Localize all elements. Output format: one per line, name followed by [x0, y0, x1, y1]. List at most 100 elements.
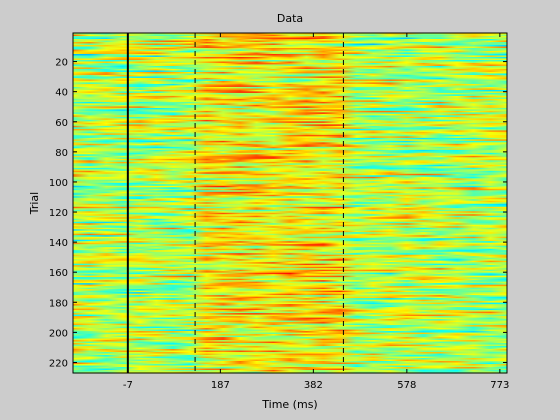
heatmap-row [73, 191, 507, 194]
heatmap-row [73, 257, 507, 260]
heatmap-row [73, 154, 507, 157]
heatmap-row [73, 313, 507, 316]
heatmap-row [73, 292, 507, 295]
x-tick-label: 382 [304, 380, 323, 391]
heatmap-row [73, 337, 507, 340]
plot-area [72, 32, 508, 374]
heatmap-row [73, 61, 507, 64]
heatmap-row [73, 367, 507, 370]
heatmap-row [73, 283, 507, 286]
heatmap-row [73, 299, 507, 302]
heatmap-row [73, 50, 507, 54]
heatmap-row [73, 250, 507, 253]
heatmap-row [73, 344, 507, 347]
heatmap-row [73, 343, 507, 346]
heatmap-row [73, 41, 507, 45]
heatmap-row [73, 361, 507, 364]
heatmap-row [73, 95, 507, 99]
heatmap-row [73, 127, 507, 130]
heatmap-row [73, 248, 507, 251]
heatmap-rows [73, 33, 507, 374]
heatmap-row [73, 122, 507, 125]
y-tick-label: 180 [49, 298, 68, 309]
heatmap-row [73, 134, 507, 137]
heatmap-row [73, 302, 507, 305]
heatmap-row [73, 86, 507, 90]
heatmap-row [73, 36, 507, 39]
heatmap-row [73, 206, 507, 209]
heatmap-row [73, 190, 507, 193]
heatmap-row [73, 146, 507, 149]
heatmap-row [73, 179, 507, 182]
heatmap-row [73, 328, 507, 331]
heatmap-row [73, 275, 507, 278]
heatmap-row [73, 92, 507, 96]
heatmap-row [73, 181, 507, 184]
heatmap-row [73, 100, 507, 103]
heatmap-row [73, 124, 507, 127]
heatmap-row [73, 349, 507, 352]
heatmap-row [73, 305, 507, 308]
y-axis-ticks: 20 40 60 80 100 120 140 160 180 200 220 [49, 58, 507, 369]
y-tick-label: 200 [49, 328, 68, 339]
heatmap-row [73, 47, 507, 51]
heatmap-row [73, 244, 507, 247]
heatmap-row [73, 74, 507, 78]
heatmap-row [73, 173, 507, 176]
heatmap-row [73, 301, 507, 304]
heatmap-row [73, 131, 507, 134]
heatmap-row [73, 65, 507, 69]
heatmap-row [73, 118, 507, 121]
heatmap-row [73, 185, 507, 188]
heatmap-row [73, 73, 507, 76]
heatmap-row [73, 53, 507, 57]
heatmap-row [73, 362, 507, 365]
heatmap-row [73, 67, 507, 70]
heatmap-row [73, 56, 507, 60]
heatmap-row [73, 44, 507, 48]
heatmap-row [73, 310, 507, 313]
heatmap-row [73, 175, 507, 178]
heatmap-row [73, 203, 507, 206]
heatmap-row [73, 365, 507, 368]
heatmap-row [73, 143, 507, 146]
heatmap-row [73, 320, 507, 323]
heatmap-row [73, 200, 507, 203]
heatmap-row [73, 350, 507, 353]
heatmap-row [73, 223, 507, 226]
heatmap-row [73, 211, 507, 214]
heatmap-row [73, 77, 507, 81]
heatmap-row [73, 212, 507, 215]
heatmap-row [73, 364, 507, 367]
heatmap-row [73, 55, 507, 58]
heatmap-row [73, 290, 507, 293]
heatmap-row [73, 215, 507, 218]
heatmap-row [73, 82, 507, 85]
heatmap-row [73, 319, 507, 322]
chart-title: Data [277, 12, 303, 25]
heatmap-row [73, 254, 507, 257]
heatmap-row [73, 242, 507, 245]
heatmap-row [73, 262, 507, 265]
y-tick-label: 100 [49, 178, 68, 189]
heatmap-row [73, 241, 507, 244]
heatmap-row [73, 314, 507, 317]
heatmap-row [73, 289, 507, 292]
heatmap-row [73, 182, 507, 185]
heatmap-row [73, 172, 507, 175]
heatmap-row [73, 89, 507, 93]
y-tick-label: 220 [49, 358, 68, 369]
heatmap-row [73, 359, 507, 362]
heatmap-row [73, 188, 507, 191]
heatmap-row [73, 113, 507, 116]
heatmap-row [73, 166, 507, 169]
heatmap-row [73, 259, 507, 262]
y-tick-label: 140 [49, 238, 68, 249]
heatmap-row [73, 346, 507, 349]
heatmap-row [73, 253, 507, 256]
heatmap-row [73, 107, 507, 110]
y-tick-label: 80 [55, 148, 68, 159]
y-tick-label: 60 [55, 118, 68, 129]
heatmap-row [73, 220, 507, 223]
heatmap-row [73, 85, 507, 88]
